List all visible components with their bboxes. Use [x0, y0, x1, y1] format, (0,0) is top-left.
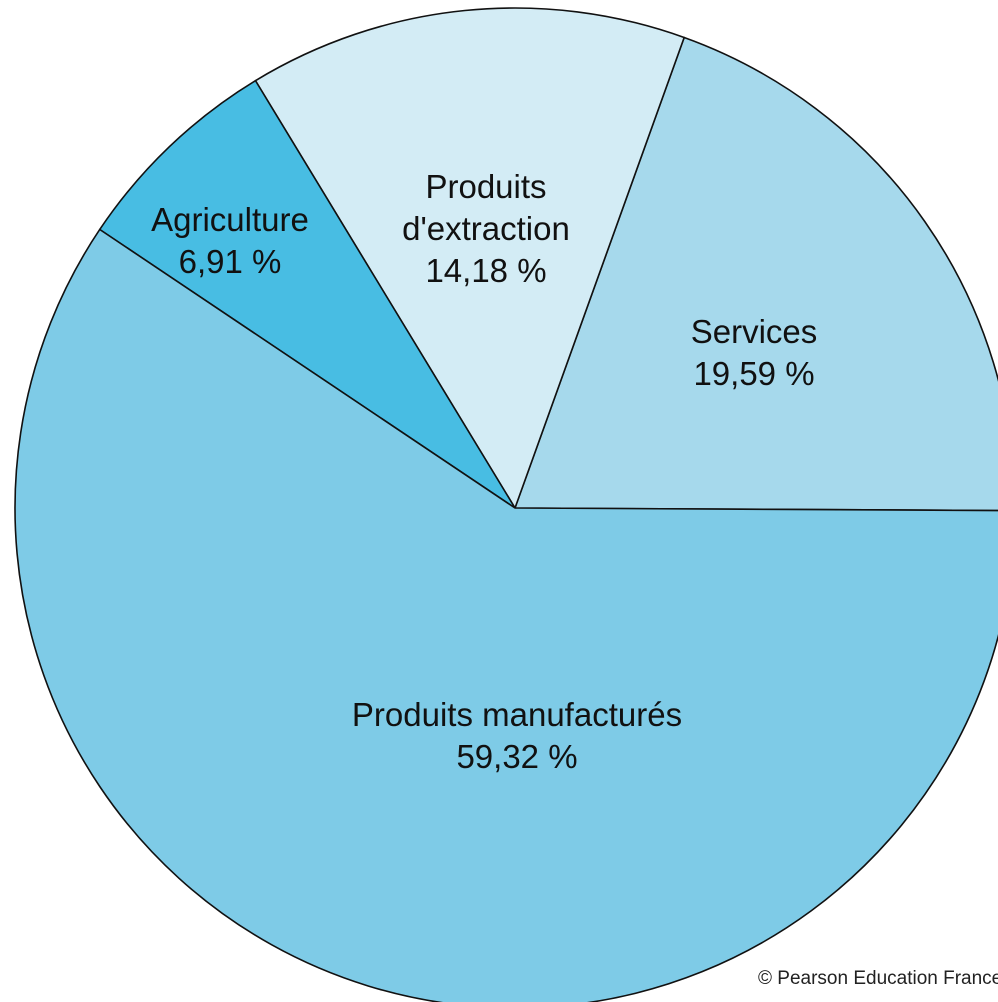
pie-slices — [14, 7, 998, 1002]
pie-slice-produits-d-extraction — [254, 7, 685, 509]
slice-label: Services 19,59 % — [691, 313, 818, 392]
slice-value-label: 14,18 % — [425, 252, 546, 289]
slice-label: Produits d'extraction 14,18 % — [402, 168, 570, 289]
slice-label-name: Agriculture — [151, 201, 309, 238]
slice-value-label: 59,32 % — [456, 738, 577, 775]
slice-label-name: Produits manufacturés — [352, 696, 682, 733]
slice-label-name: d'extraction — [402, 210, 570, 247]
slice-label: Agriculture 6,91 % — [151, 201, 309, 280]
pie-slice-agriculture — [98, 79, 516, 509]
slice-label: Produits manufacturés 59,32 % — [352, 696, 682, 775]
pie-labels: Services 19,59 % Produits d'extraction 14,18… — [151, 168, 817, 775]
slice-value-label: 19,59 % — [693, 355, 814, 392]
slice-value-label: 6,91 % — [179, 243, 282, 280]
slice-label-name: Produits — [425, 168, 546, 205]
copyright-notice: © Pearson Education France — [758, 968, 998, 989]
slice-label-name: Services — [691, 313, 818, 350]
pie-slice-produits-manufactur-s — [14, 228, 998, 1002]
pie-slice-services — [514, 36, 998, 512]
